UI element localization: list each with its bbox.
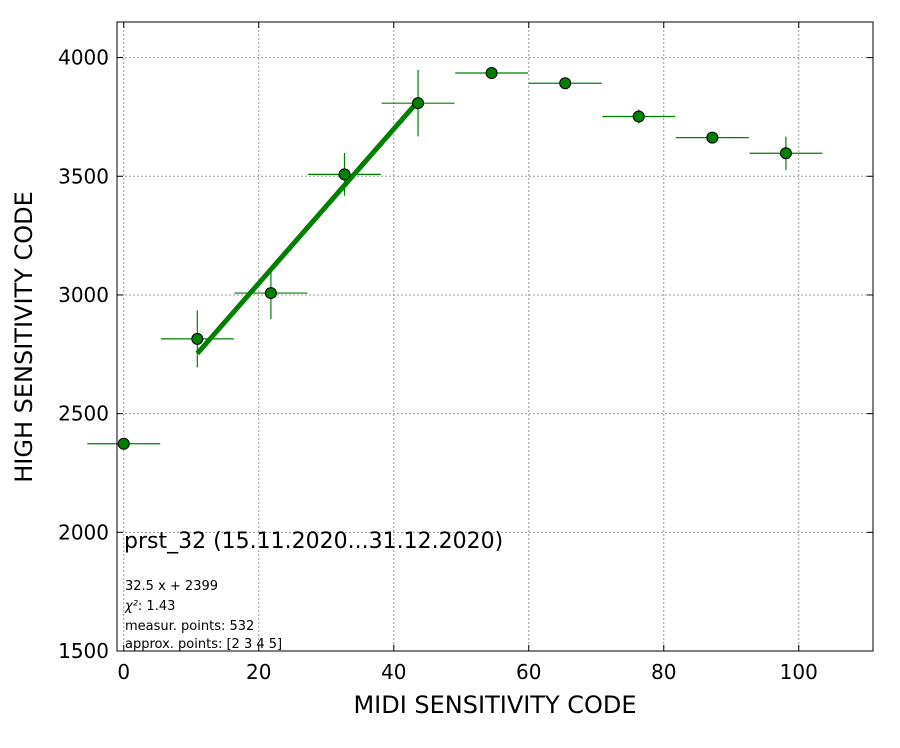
y-axis-label: HIGH SENSITIVITY CODE <box>10 191 38 483</box>
data-point <box>632 110 645 123</box>
data-point <box>264 287 277 300</box>
x-axis-label: MIDI SENSITIVITY CODE <box>353 691 636 719</box>
annotation-chi2-label: χ² <box>124 599 138 614</box>
annotation-measur-points: measur. points: 532 <box>125 619 254 634</box>
y-tick-label: 1500 <box>58 639 109 663</box>
x-tick-label: 0 <box>117 660 130 684</box>
x-tick-label: 40 <box>381 660 406 684</box>
fit-line <box>195 99 420 356</box>
data-point <box>117 437 130 450</box>
annotation-approx-points: approx. points: [2 3 4 5] <box>125 637 282 652</box>
y-tick-label: 3000 <box>58 283 109 307</box>
x-tick-label: 80 <box>651 660 676 684</box>
data-point <box>706 131 719 144</box>
data-points <box>117 67 792 450</box>
ticks: 0 20 40 60 80 100 1500 2000 2500 3000 3500 4000 <box>58 22 873 684</box>
annotation-chi2-value: : 1.43 <box>138 599 175 614</box>
x-tick-label: 100 <box>780 660 818 684</box>
data-point <box>559 77 572 90</box>
y-tick-label: 2000 <box>58 520 109 544</box>
x-tick-label: 60 <box>516 660 541 684</box>
data-point <box>338 168 351 181</box>
y-tick-label: 3500 <box>58 164 109 188</box>
data-point <box>191 332 204 345</box>
annotation-chi2: χ²: 1.43 <box>124 599 175 614</box>
annotation-main: prst_32 (15.11.2020...31.12.2020) <box>124 529 503 554</box>
annotation-equation: 32.5 x + 2399 <box>125 579 218 594</box>
fit-line-group <box>195 99 420 356</box>
data-point <box>779 147 792 160</box>
y-tick-label: 4000 <box>58 46 109 70</box>
plot-frame <box>116 21 874 652</box>
x-tick-label: 20 <box>246 660 271 684</box>
y-tick-label: 2500 <box>58 402 109 426</box>
data-point <box>485 67 498 80</box>
data-point <box>412 97 425 110</box>
